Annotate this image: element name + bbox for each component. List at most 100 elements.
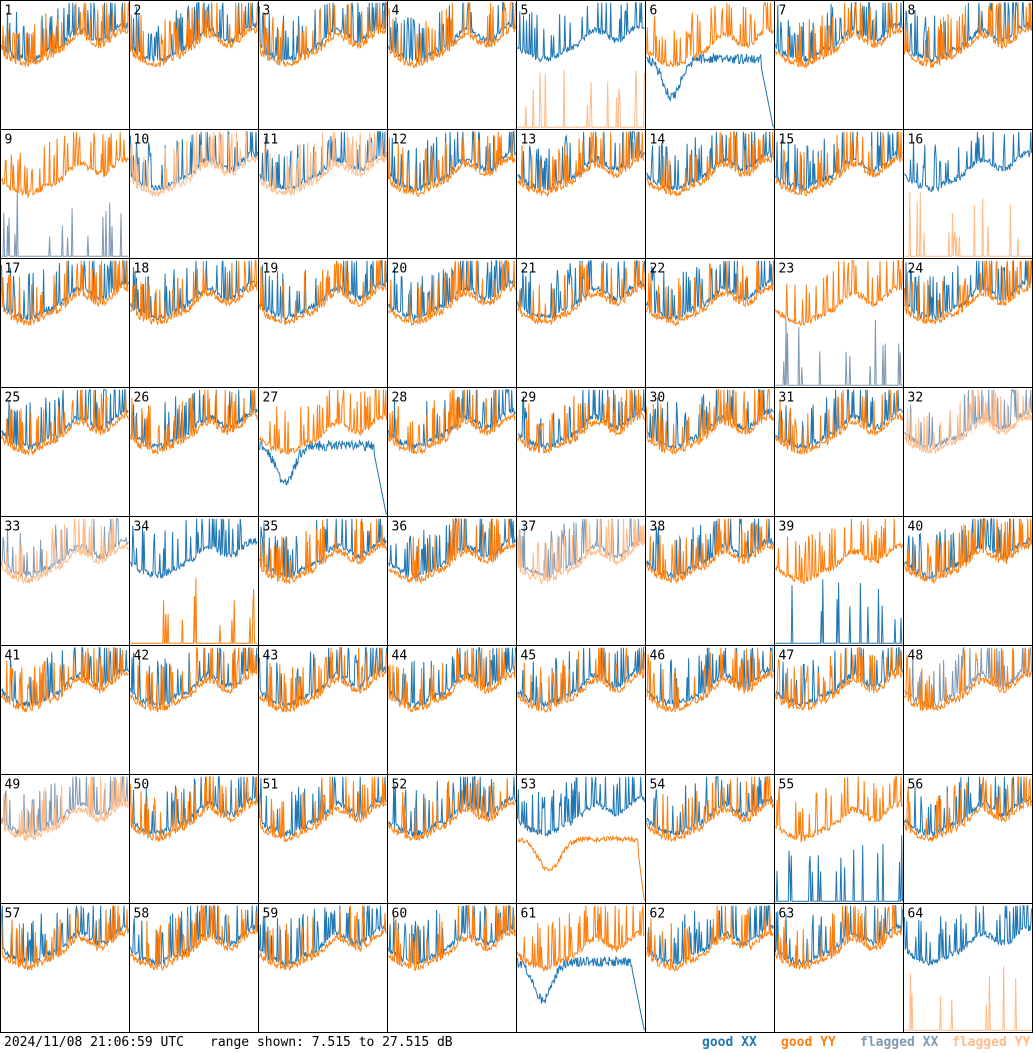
panel-label: 10 <box>134 133 150 148</box>
yy-trace <box>1 647 129 713</box>
panel-6: 6 <box>645 0 775 130</box>
panel-5: 5 <box>516 0 646 130</box>
yy-trace <box>646 131 774 197</box>
yy-trace <box>1 905 129 972</box>
yy-trace <box>130 130 258 198</box>
yy-trace <box>130 389 258 455</box>
panel-30: 30 <box>645 387 775 517</box>
yy-trace <box>517 518 645 584</box>
panel-label: 5 <box>521 4 529 19</box>
yy-trace <box>388 260 516 327</box>
yy-trace <box>130 578 258 644</box>
panel-label: 61 <box>521 907 537 922</box>
panel-4: 4 <box>387 0 517 130</box>
yy-trace <box>517 389 645 454</box>
panel-62: 62 <box>645 903 775 1033</box>
panel-label: 57 <box>5 907 21 922</box>
panel-41: 41 <box>0 645 130 775</box>
xx-trace <box>388 905 516 965</box>
panel-label: 31 <box>779 391 795 406</box>
panel-label: 13 <box>521 133 537 148</box>
yy-trace <box>517 905 645 973</box>
panel-34: 34 <box>129 516 259 646</box>
yy-trace <box>259 260 387 327</box>
panel-label: 50 <box>134 778 150 793</box>
panel-label: 27 <box>263 391 279 406</box>
yy-trace <box>646 389 774 456</box>
panel-label: 49 <box>5 778 21 793</box>
panel-label: 55 <box>779 778 795 793</box>
yy-trace <box>775 2 903 69</box>
panel-frame <box>516 645 646 775</box>
panel-35: 35 <box>258 516 388 646</box>
panel-frame <box>645 258 775 388</box>
panel-label: 15 <box>779 133 795 148</box>
panel-label: 7 <box>779 4 787 19</box>
yy-trace <box>646 518 774 584</box>
panel-label: 25 <box>5 391 21 406</box>
yy-trace <box>1 518 129 585</box>
xx-trace <box>517 776 645 837</box>
xx-trace <box>775 835 903 902</box>
panel-label: 18 <box>134 262 150 277</box>
yy-trace <box>1 2 129 67</box>
panel-63: 63 <box>774 903 904 1033</box>
panel-44: 44 <box>387 645 517 775</box>
yy-trace <box>646 905 774 972</box>
yy-trace <box>259 2 387 67</box>
xx-trace <box>259 905 387 967</box>
yy-trace <box>130 903 258 972</box>
panel-60: 60 <box>387 903 517 1033</box>
yy-trace <box>517 69 645 128</box>
xx-trace <box>1 188 129 257</box>
yy-trace <box>775 518 903 585</box>
panel-label: 56 <box>908 778 924 793</box>
panel-label: 53 <box>521 778 537 793</box>
yy-trace <box>646 647 774 713</box>
panel-label: 29 <box>521 391 537 406</box>
xx-trace <box>517 955 645 1031</box>
panel-59: 59 <box>258 903 388 1033</box>
yy-trace <box>259 776 387 843</box>
legend-good-yy: good YY <box>781 1035 836 1050</box>
yy-trace <box>904 389 1032 455</box>
yy-trace <box>388 131 516 197</box>
timestamp: 2024/11/08 21:06:59 UTC <box>4 1035 185 1050</box>
panel-label: 46 <box>650 649 666 664</box>
panel-label: 11 <box>263 133 279 148</box>
panel-12: 12 <box>387 129 517 259</box>
panel-label: 51 <box>263 778 279 793</box>
yy-trace <box>517 647 645 713</box>
panel-label: 26 <box>134 391 150 406</box>
panel-label: 32 <box>908 391 924 406</box>
panel-label: 41 <box>5 649 21 664</box>
panel-frame <box>903 903 1033 1033</box>
panel-label: 39 <box>779 520 795 535</box>
panel-32: 32 <box>903 387 1033 517</box>
panel-31: 31 <box>774 387 904 517</box>
panel-label: 33 <box>5 520 21 535</box>
panel-15: 15 <box>774 129 904 259</box>
panel-42: 42 <box>129 645 259 775</box>
range-label: range shown: 7.515 to 27.515 dB <box>210 1035 453 1050</box>
yy-trace <box>259 905 387 972</box>
yy-trace <box>904 2 1032 69</box>
panel-label: 16 <box>908 133 924 148</box>
yy-trace <box>259 646 387 713</box>
panel-frame <box>903 645 1033 775</box>
yy-trace <box>1 776 129 842</box>
panel-46: 46 <box>645 645 775 775</box>
panel-frame <box>0 645 130 775</box>
panel-label: 20 <box>392 262 408 277</box>
panel-37: 37 <box>516 516 646 646</box>
panel-28: 28 <box>387 387 517 517</box>
yy-trace <box>646 776 774 843</box>
legend-flagged-xx: flagged XX <box>860 1035 939 1050</box>
panel-label: 23 <box>779 262 795 277</box>
xx-trace <box>775 579 903 644</box>
xx-trace <box>130 518 258 579</box>
footer: 2024/11/08 21:06:59 UTC range shown: 7.5… <box>0 1033 1033 1053</box>
xx-trace <box>646 905 774 966</box>
panel-label: 36 <box>392 520 408 535</box>
